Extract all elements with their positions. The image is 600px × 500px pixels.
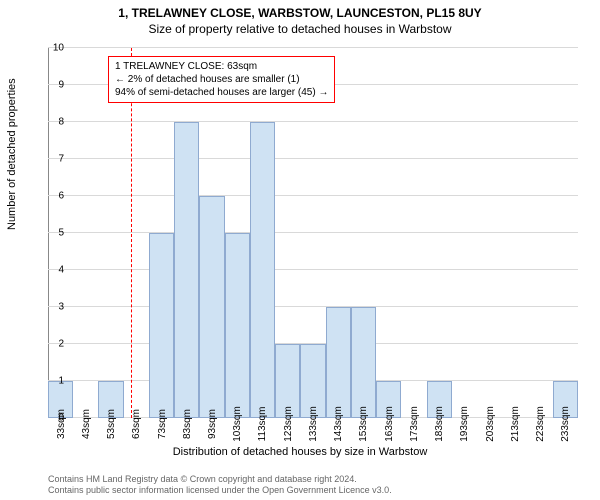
footer-line-1: Contains HM Land Registry data © Crown c…: [48, 474, 392, 485]
x-tick-label: 193sqm: [459, 406, 470, 442]
x-tick-label: 233sqm: [560, 406, 571, 442]
histogram-bar: [199, 196, 224, 418]
x-tick-label: 153sqm: [358, 406, 369, 442]
histogram-bar: [225, 233, 250, 418]
gridline: [48, 158, 578, 159]
histogram-bar: [351, 307, 376, 418]
x-tick-label: 103sqm: [232, 406, 243, 442]
y-tick-label: 10: [53, 43, 64, 54]
x-tick-label: 213sqm: [510, 406, 521, 442]
x-tick-label: 163sqm: [384, 406, 395, 442]
x-tick-label: 43sqm: [81, 409, 92, 439]
gridline: [48, 232, 578, 233]
x-tick-label: 53sqm: [106, 409, 117, 439]
x-tick-label: 123sqm: [283, 406, 294, 442]
annotation-box: 1 TRELAWNEY CLOSE: 63sqm← 2% of detached…: [108, 56, 335, 103]
histogram-bar: [174, 122, 199, 418]
y-axis-line: [48, 48, 49, 418]
x-tick-label: 183sqm: [434, 406, 445, 442]
y-tick-label: 6: [58, 191, 64, 202]
x-tick-label: 73sqm: [157, 409, 168, 439]
footer-line-2: Contains public sector information licen…: [48, 485, 392, 496]
y-tick-label: 2: [58, 339, 64, 350]
gridline: [48, 195, 578, 196]
x-tick-label: 143sqm: [333, 406, 344, 442]
y-tick-label: 0: [58, 413, 64, 424]
x-tick-label: 113sqm: [257, 407, 268, 442]
x-tick-label: 173sqm: [409, 406, 420, 442]
gridline: [48, 269, 578, 270]
footer-attribution: Contains HM Land Registry data © Crown c…: [48, 474, 392, 496]
x-tick-label: 93sqm: [207, 409, 218, 439]
annotation-line: 1 TRELAWNEY CLOSE: 63sqm: [115, 60, 328, 73]
annotation-line: 94% of semi-detached houses are larger (…: [115, 86, 328, 99]
y-axis-label: Number of detached properties: [6, 78, 18, 230]
plot-area: 33sqm43sqm53sqm63sqm73sqm83sqm93sqm103sq…: [48, 48, 578, 418]
x-tick-label: 83sqm: [182, 409, 193, 439]
page-title: 1, TRELAWNEY CLOSE, WARBSTOW, LAUNCESTON…: [0, 0, 600, 20]
histogram-bar: [326, 307, 351, 418]
y-tick-label: 7: [58, 154, 64, 165]
y-tick-label: 9: [58, 80, 64, 91]
gridline: [48, 121, 578, 122]
histogram-bar: [250, 122, 275, 418]
gridline: [48, 306, 578, 307]
y-tick-label: 3: [58, 302, 64, 313]
y-tick-label: 4: [58, 265, 64, 276]
annotation-line: ← 2% of detached houses are smaller (1): [115, 73, 328, 86]
page-subtitle: Size of property relative to detached ho…: [0, 20, 600, 36]
gridline: [48, 47, 578, 48]
y-tick-label: 5: [58, 228, 64, 239]
x-tick-label: 133sqm: [308, 406, 319, 442]
histogram-bar: [149, 233, 174, 418]
y-tick-label: 8: [58, 117, 64, 128]
y-tick-label: 1: [58, 376, 64, 387]
histogram-chart: 33sqm43sqm53sqm63sqm73sqm83sqm93sqm103sq…: [48, 48, 578, 418]
x-tick-label: 63sqm: [131, 409, 142, 439]
x-tick-label: 223sqm: [535, 406, 546, 442]
x-axis-label: Distribution of detached houses by size …: [0, 446, 600, 458]
x-tick-label: 203sqm: [485, 406, 496, 442]
marker-line: [131, 48, 132, 418]
